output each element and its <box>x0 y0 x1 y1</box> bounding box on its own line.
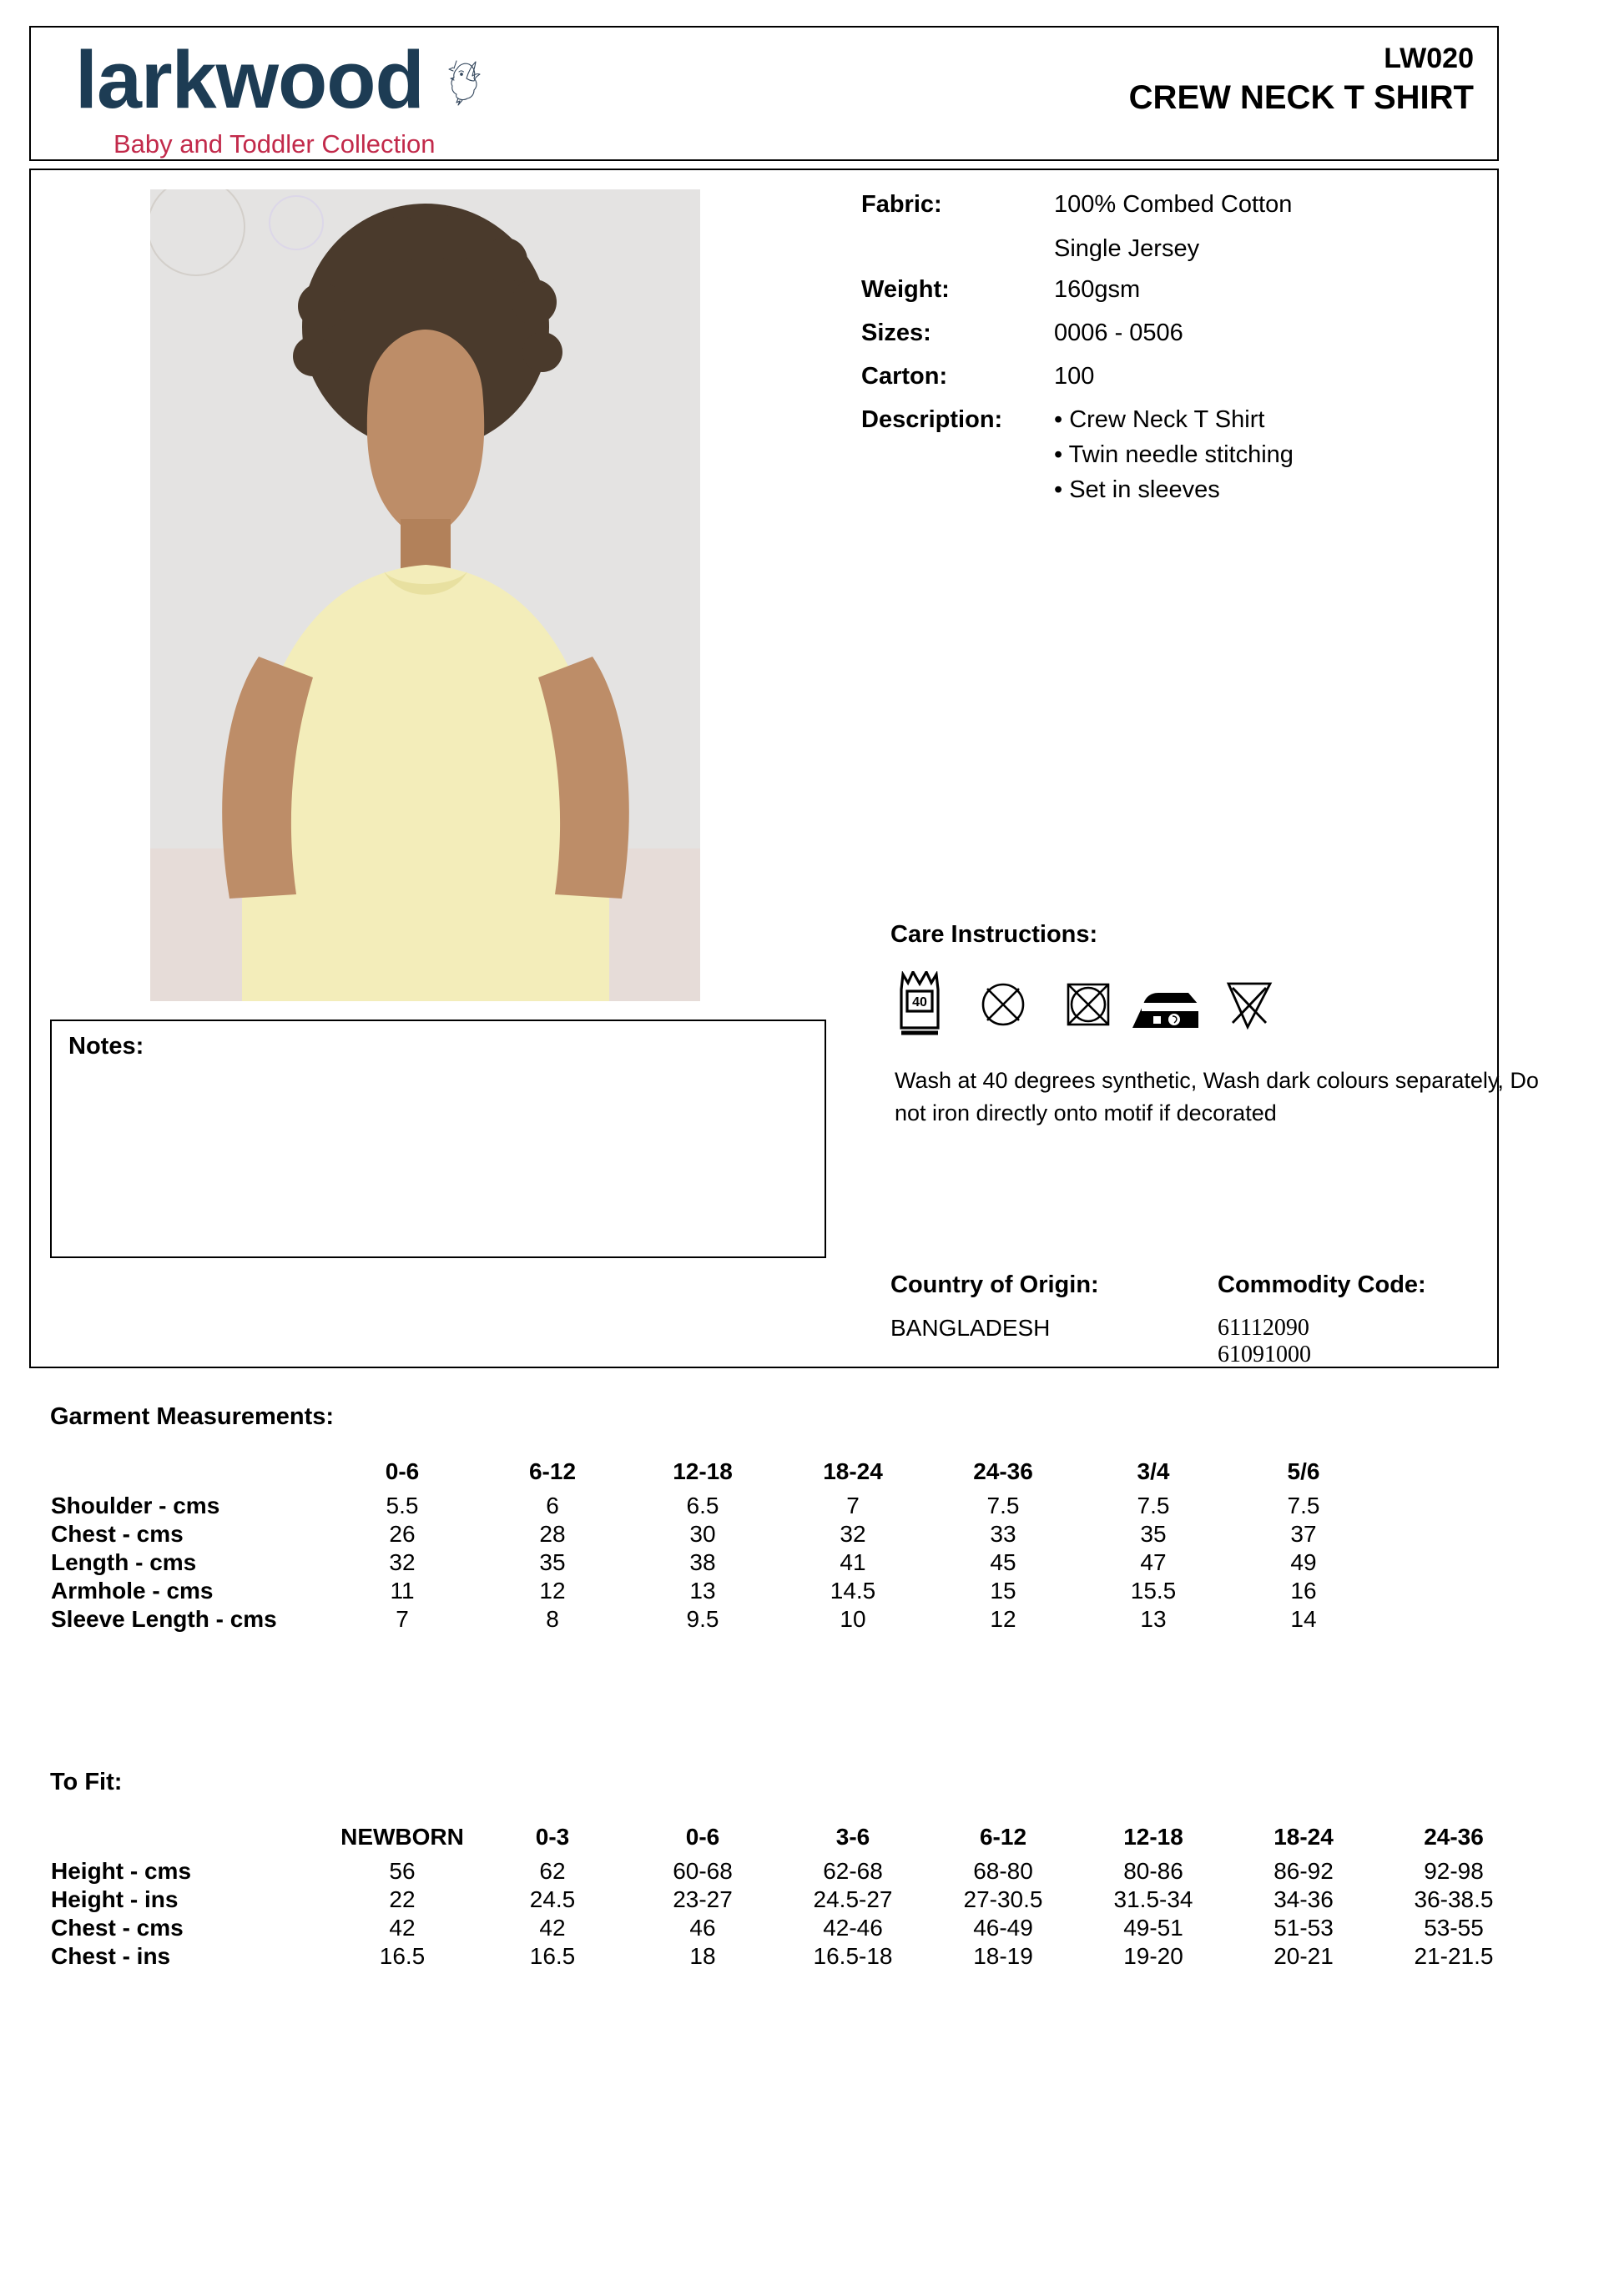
svg-text:40: 40 <box>912 995 927 1010</box>
